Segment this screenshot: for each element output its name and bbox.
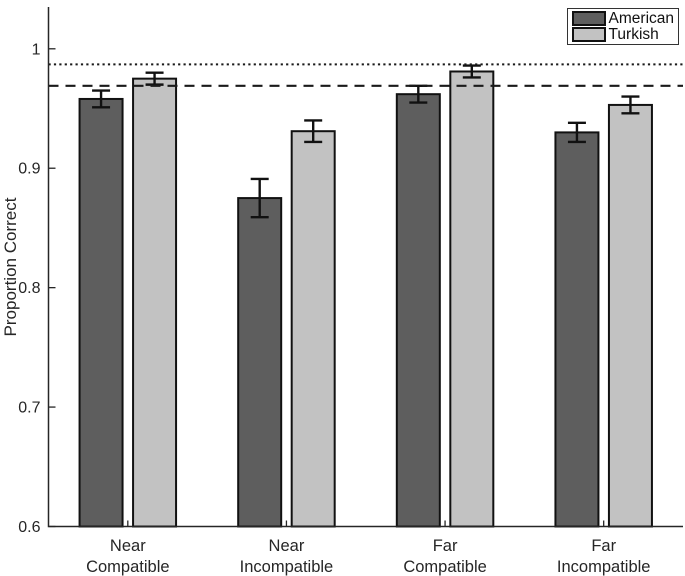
x-category-label-line2: Compatible [86,558,169,576]
bar-turkish-0 [132,77,178,528]
error-bar-turkish-1 [304,119,323,144]
bar-american-3 [554,131,600,528]
legend-item-turkish: Turkish [571,26,674,43]
x-category-label-line1: Near [269,537,305,555]
error-bar-turkish-2 [462,64,481,79]
x-category-label-line1: Far [433,537,458,555]
bar-turkish-1 [290,130,336,528]
legend-swatch-turkish [571,27,606,42]
bar-turkish-2 [449,70,495,528]
error-bar-american-1 [250,177,269,219]
y-tick-label: 0.9 [18,161,40,178]
legend-swatch-american [571,11,606,26]
legend: American Turkish [566,8,679,45]
bar-american-1 [237,197,283,528]
x-category-label-line2: Incompatible [240,558,334,576]
y-tick-label: 0.7 [18,400,40,417]
x-category-label-line2: Compatible [403,558,486,576]
bar-turkish-3 [607,103,653,528]
legend-item-american: American [571,10,674,27]
y-tick-label: 0.8 [18,280,40,297]
x-category-label-line2: Incompatible [557,558,651,576]
legend-label-american: American [608,10,674,27]
error-bar-american-0 [92,89,111,109]
x-category-label-line1: Near [110,537,146,555]
legend-label-turkish: Turkish [608,26,659,43]
y-tick-label: 0.6 [18,519,40,536]
bar-american-2 [395,93,441,528]
error-bar-american-3 [567,121,586,144]
error-bar-turkish-0 [145,71,164,86]
y-axis-label: Proportion Correct [1,197,20,336]
y-tick-label: 1 [32,41,41,58]
error-bar-turkish-3 [621,95,640,115]
bar-american-0 [78,97,124,528]
x-category-label-line1: Far [591,537,616,555]
